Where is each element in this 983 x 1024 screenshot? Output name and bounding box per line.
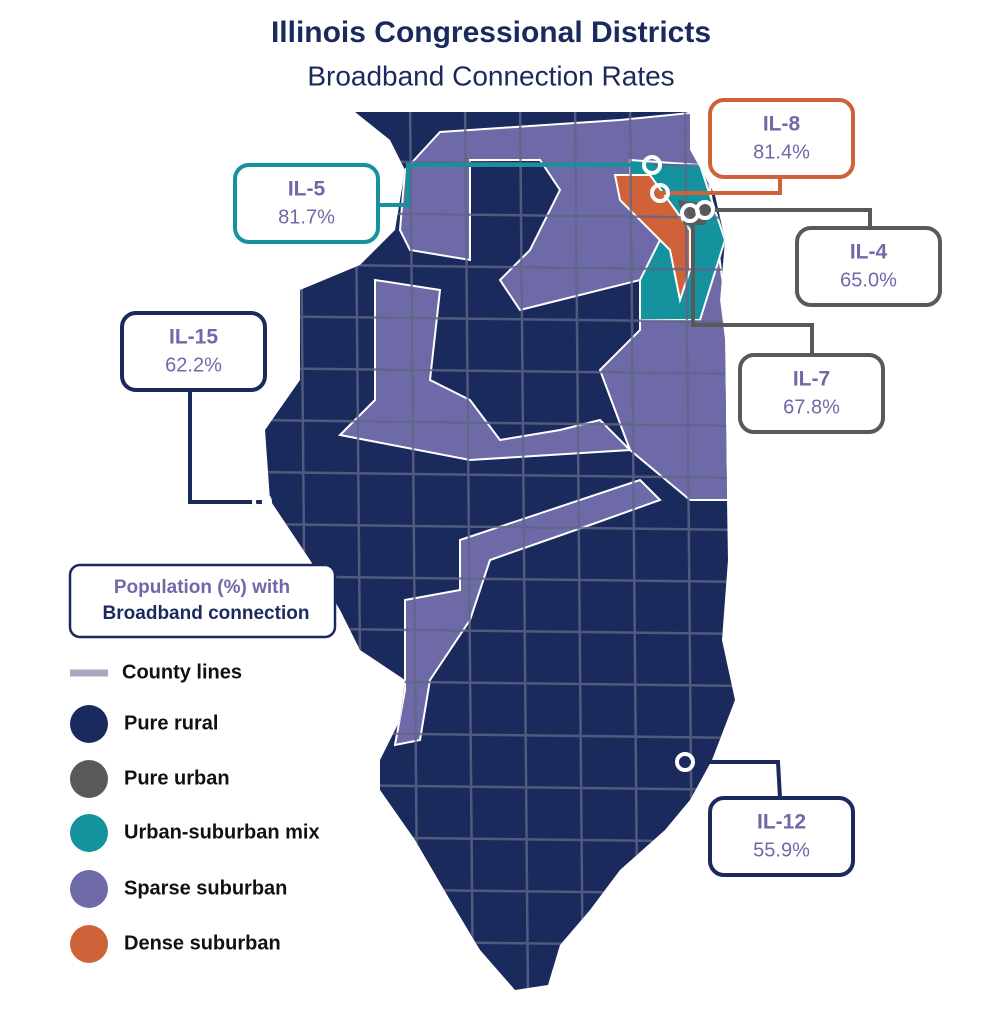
callout-leader xyxy=(705,208,872,228)
callout-box xyxy=(233,163,380,244)
district-name: IL-12 xyxy=(757,811,806,834)
legend-swatch xyxy=(70,814,108,852)
legend-title: Population (%) with xyxy=(114,577,290,598)
county-line xyxy=(250,992,750,998)
callout-box xyxy=(120,311,267,392)
district-name: IL-15 xyxy=(169,326,218,349)
legend-label: Urban-suburban mix xyxy=(124,821,320,843)
broadband-rate: 55.9% xyxy=(753,839,810,861)
legend: County lines Pure rural Pure urban Urban-su… xyxy=(70,661,320,963)
subtitle: Broadband Connection Rates xyxy=(307,60,674,91)
broadband-rate: 81.7% xyxy=(278,206,335,228)
location-marker xyxy=(252,492,272,512)
district-name: IL-5 xyxy=(288,178,326,201)
callout-box xyxy=(738,353,885,434)
callout-leader xyxy=(660,178,782,195)
legend-label: Sparse suburban xyxy=(124,877,287,899)
broadband-rate: 62.2% xyxy=(165,354,222,376)
county-line xyxy=(463,112,475,990)
legend-swatch xyxy=(70,870,108,908)
county-line xyxy=(518,112,530,990)
callout-leader xyxy=(685,760,782,799)
sparse-suburban-area xyxy=(393,478,662,747)
callout-leader xyxy=(380,163,652,207)
broadband-rate: 81.4% xyxy=(753,141,810,163)
district-name: IL-7 xyxy=(793,368,830,391)
legend-label: Dense suburban xyxy=(124,932,281,954)
legend-title-box xyxy=(68,563,337,639)
callout-box xyxy=(708,796,855,877)
callouts: IL-8 81.4% IL-5 81.7% IL-4 65.0% IL-7 67.8% IL-1… xyxy=(120,98,942,877)
county-line xyxy=(265,470,735,480)
legend-label: County lines xyxy=(122,661,242,683)
location-marker xyxy=(650,183,670,203)
county-line xyxy=(628,112,640,990)
county-line xyxy=(573,112,585,990)
county-line xyxy=(265,418,735,428)
title: Illinois Congressional Districts xyxy=(271,16,711,49)
district-name: IL-8 xyxy=(763,113,801,136)
location-marker xyxy=(675,752,695,772)
county-line xyxy=(265,366,735,376)
legend-swatch xyxy=(70,705,108,743)
callout-box xyxy=(795,226,942,307)
district-name: IL-4 xyxy=(850,241,888,264)
legend-swatch xyxy=(70,760,108,798)
county-line xyxy=(265,522,735,532)
broadband-rate: 65.0% xyxy=(840,269,897,291)
callout-leader xyxy=(188,390,262,504)
callout-leader xyxy=(691,215,814,355)
broadband-rate: 67.8% xyxy=(783,396,840,418)
legend-label: Pure rural xyxy=(124,712,218,734)
legend-title: Broadband connection xyxy=(103,603,310,624)
legend-label: Pure urban xyxy=(124,767,230,789)
location-marker xyxy=(680,203,700,223)
county-line xyxy=(265,314,735,324)
callout-box xyxy=(708,98,855,179)
legend-swatch xyxy=(70,925,108,963)
location-marker xyxy=(642,155,662,175)
